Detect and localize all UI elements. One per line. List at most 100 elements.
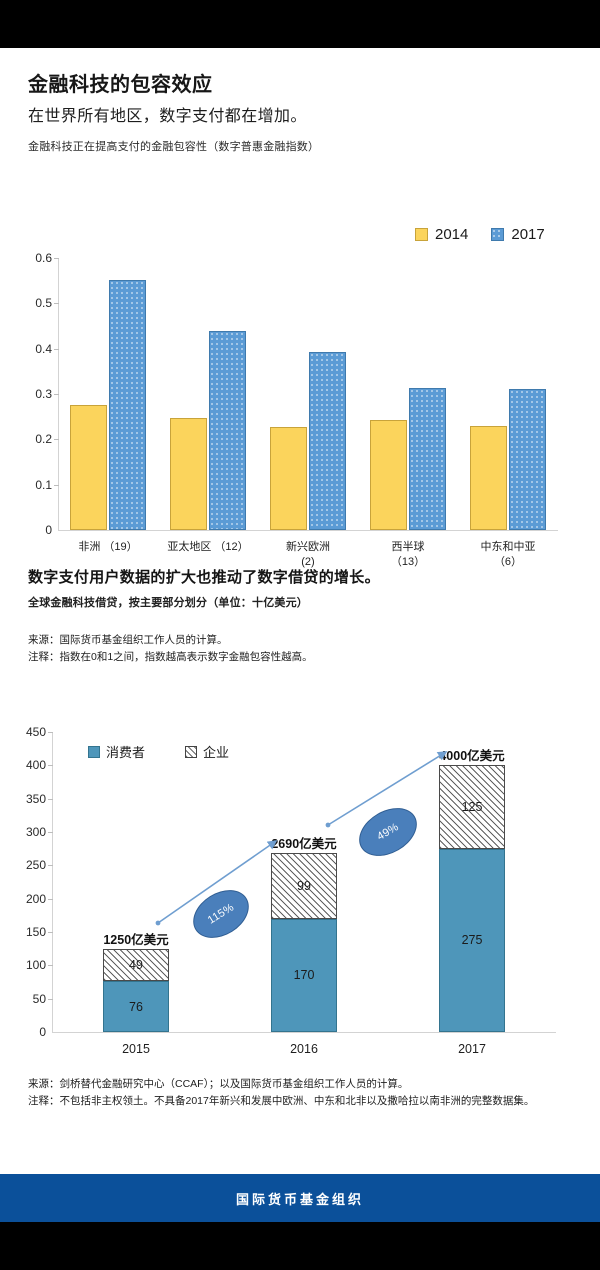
chart1-x-label-line: 西半球 [391,541,425,553]
chart1-x-label-4: 中东和中亚 （6） [453,540,563,570]
chart2-y-tick-mark [48,898,53,900]
chart2-legend-swatch-企业 [185,745,198,758]
chart2-y-tick-label: 50 [32,991,46,1006]
chart1-source-note: 来源：国际货币基金组织工作人员的计算。 注释：指数在0和1之间，指数越高表示数字… [28,632,313,666]
chart1-bar-2014-2 [270,426,307,530]
chart2-segment-consumer-2015 [103,981,169,1032]
chart1-y-tick-mark [54,348,59,350]
content-sheet: 金融科技的包容效应 在世界所有地区，数字支付都在增加。 金融科技正在提高支付的金… [0,48,600,1222]
chart1-y-tick-mark [54,484,59,486]
chart2-y-tick-label: 400 [25,758,46,773]
chart-digital-payments-index: 0 0.1 0.2 0.3 0.4 0.5 0.6 非洲 （19） 亚太地区 （12） 新兴欧洲… [0,200,600,568]
chart2-growth-badge-label-49%: 49% [375,821,401,843]
chart1-x-label-2: 新兴欧洲 (2) [253,540,363,570]
chart1-bar-2014-0 [70,405,107,530]
page-title: 金融科技的包容效应 [28,74,213,96]
chart1-bar-2017-3 [409,387,446,530]
chart1-legend-label-2014: 2014 [435,226,469,243]
chart2-caption: 全球金融科技借贷，按主要部分划分（单位：十亿美元） [28,597,308,609]
chart2-y-tick-mark [48,865,53,867]
chart-global-fintech-lending: 0 50 100 150 200 250 300 350 400 450 49 76 1250亿美元 9… [0,718,600,1098]
chart1-y-tick-mark [54,303,59,305]
chart1-bar-2017-2 [309,352,346,530]
chart2-legend-item-企业[interactable]: 企业 [185,742,229,761]
chart1-x-label-line: 非洲 （19） [78,541,138,553]
chart2-y-tick-mark [48,732,53,733]
chart2-y-tick-mark [48,998,53,1000]
chart1-y-tick-label: 0.2 [35,432,52,447]
chart1-note: 注释：指数在0和1之间，指数越高表示数字金融包容性越高。 [28,651,313,663]
chart1-caption: 金融科技正在提高支付的金融包容性（数字普惠金融指数） [28,141,320,153]
chart1-x-label-line: （13） [390,556,426,568]
chart2-segment-consumer-2016 [271,918,337,1032]
chart2-x-label-2015: 2015 [122,1042,150,1056]
chart1-legend-item-2014[interactable]: 2014 [415,226,468,243]
top-letterbox-bar [0,0,600,48]
chart1-y-tick-label: 0.6 [35,251,52,265]
chart2-y-axis-line [52,732,53,1032]
chart2-y-tick-mark [48,798,53,800]
chart2-x-axis-line [52,1032,556,1033]
chart1-bar-2017-4 [509,388,546,530]
chart1-legend: 2014 2017 [415,226,561,243]
chart2-segment-business-2017 [439,765,505,849]
chart1-x-label-line: 亚太地区 （12） [167,541,249,553]
chart2-y-tick-mark [48,932,53,933]
chart2-total-label-2017: 4000亿美元 [439,749,505,764]
chart2-value-business-2015: 49 [129,958,143,972]
chart2-y-tick-label: 200 [25,891,46,906]
chart2-stack-2017 [439,765,505,1032]
chart1-bar-2014-3 [370,419,407,530]
chart2-legend-item-消费者[interactable]: 消费者 [88,742,145,761]
bottom-letterbox-bar [0,1222,600,1270]
chart2-value-business-2017: 125 [461,800,483,814]
chart2-y-tick-label: 250 [25,858,46,873]
chart1-y-tick-label: 0.4 [35,341,52,356]
chart2-y-tick-label: 0 [39,1025,46,1039]
chart2-x-label-2016: 2016 [290,1042,318,1056]
chart1-y-tick-mark [54,394,59,395]
chart1-x-label-0: 非洲 （19） [53,540,163,555]
chart1-legend-label-2017: 2017 [511,226,545,243]
chart2-note: 注释：不包括非主权领土。不具备2017年新兴和发展中欧洲、中东和北非以及撒哈拉以… [28,1095,535,1107]
chart2-legend-label-消费者: 消费者 [106,745,146,760]
chart1-x-label-1: 亚太地区 （12） [153,540,263,555]
chart1-y-tick-label: 0 [45,523,52,537]
chart1-x-label-3: 西半球 （13） [353,540,463,570]
chart1-legend-swatch-2014 [415,228,428,241]
chart1-bar-2017-1 [209,331,246,530]
chart2-total-label-2015: 1250亿美元 [103,932,169,947]
chart1-x-label-line: 新兴欧洲 [286,541,330,553]
chart2-segment-consumer-2017 [439,848,505,1032]
imf-banner-label: 国际货币基金组织 [235,1191,364,1207]
chart1-x-label-line: 中东和中亚 [480,541,536,553]
chart1-bar-2014-1 [170,417,207,530]
chart2-value-consumer-2015: 76 [129,999,143,1014]
chart2-stack-2016 [271,852,337,1032]
chart2-y-tick-label: 150 [25,925,46,939]
chart2-title: 数字支付用户数据的扩大也推动了数字借贷的增长。 [28,569,380,586]
chart1-x-label-line: （6） [493,556,523,568]
chart1-y-tick-label: 0.3 [35,387,52,401]
chart2-growth-badge-label-115%: 115% [205,901,237,927]
chart2-y-tick-label: 300 [25,825,46,839]
chart2-source: 来源：剑桥替代金融研究中心（CCAF）；以及国际货币基金组织工作人员的计算。 [28,1078,409,1090]
chart2-y-tick-label: 450 [25,725,46,739]
chart2-stack-2015 [103,948,169,1032]
chart2-segment-business-2015 [103,948,169,982]
chart1-legend-swatch-2017 [491,228,505,241]
chart1-y-tick-label: 0.5 [35,296,52,311]
chart1-bar-2014-4 [470,426,507,530]
chart1-legend-item-2017[interactable]: 2017 [491,226,545,243]
chart2-y-tick-mark [48,965,53,967]
chart2-source-note: 来源：剑桥替代金融研究中心（CCAF）；以及国际货币基金组织工作人员的计算。 注… [28,1076,576,1110]
chart1-y-tick-label: 0.1 [35,477,52,492]
chart2-legend-swatch-消费者 [88,745,100,758]
chart2-value-consumer-2016: 170 [293,968,315,983]
chart1-y-tick-mark [54,258,59,259]
chart2-total-label-2016: 2690亿美元 [271,836,337,851]
chart2-legend: 消费者 企业 [88,742,263,761]
chart1-x-axis-line [58,530,558,531]
chart2-value-consumer-2017: 275 [461,933,483,948]
